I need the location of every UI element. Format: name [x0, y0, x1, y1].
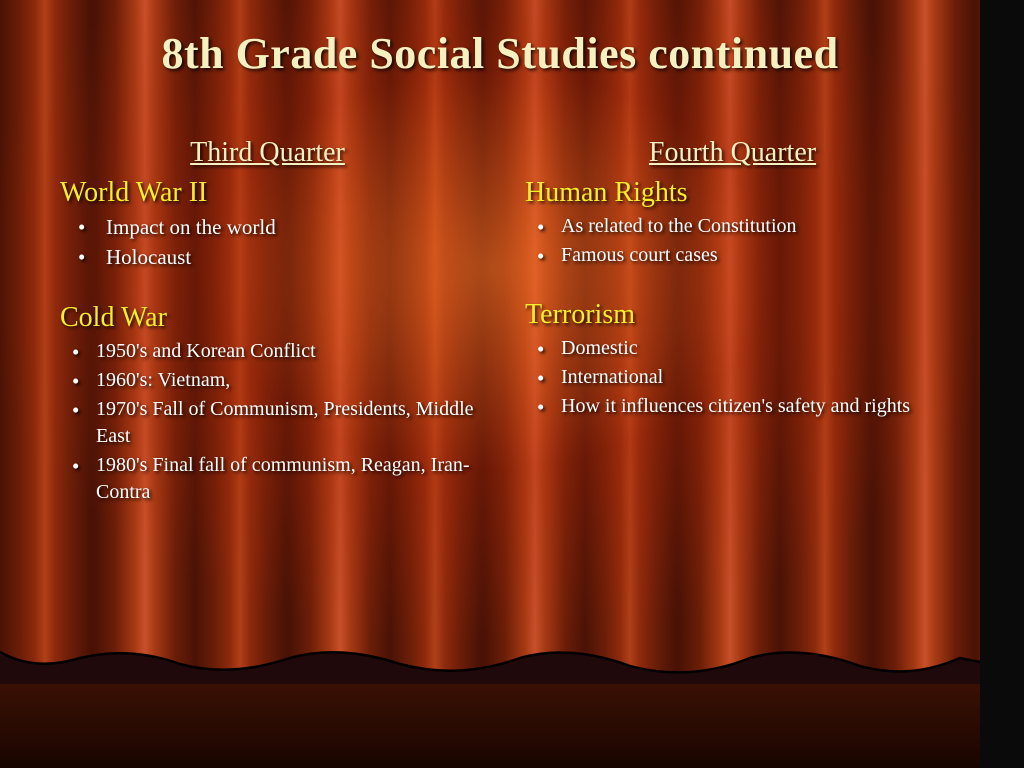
- bullet-list: 1950's and Korean Conflict 1960's: Vietn…: [60, 338, 475, 506]
- list-item: 1950's and Korean Conflict: [60, 338, 475, 365]
- list-item: Famous court cases: [525, 242, 940, 269]
- bullet-list: Domestic International How it influences…: [525, 335, 940, 420]
- list-item: Domestic: [525, 335, 940, 362]
- list-item: How it influences citizen's safety and r…: [525, 393, 940, 420]
- columns: Third Quarter World War II Impact on the…: [60, 137, 940, 508]
- list-item: Holocaust: [60, 243, 475, 271]
- topic-heading: World War II: [60, 177, 475, 209]
- left-quarter-heading: Third Quarter: [60, 137, 475, 169]
- slide-content: 8th Grade Social Studies continued Third…: [0, 0, 980, 768]
- topic-heading: Human Rights: [525, 177, 940, 209]
- right-quarter-heading: Fourth Quarter: [525, 137, 940, 169]
- list-item: Impact on the world: [60, 213, 475, 241]
- bullet-list: Impact on the world Holocaust: [60, 213, 475, 272]
- list-item: 1970's Fall of Communism, Presidents, Mi…: [60, 396, 475, 450]
- list-item: As related to the Constitution: [525, 213, 940, 240]
- right-black-strip: [980, 0, 1024, 768]
- bullet-list: As related to the Constitution Famous co…: [525, 213, 940, 269]
- list-item: 1960's: Vietnam,: [60, 367, 475, 394]
- list-item: International: [525, 364, 940, 391]
- left-column: Third Quarter World War II Impact on the…: [60, 137, 475, 508]
- slide-title: 8th Grade Social Studies continued: [60, 28, 940, 79]
- list-item: 1980's Final fall of communism, Reagan, …: [60, 452, 475, 506]
- topic-heading: Cold War: [60, 302, 475, 334]
- right-column: Fourth Quarter Human Rights As related t…: [525, 137, 940, 508]
- topic-heading: Terrorism: [525, 299, 940, 331]
